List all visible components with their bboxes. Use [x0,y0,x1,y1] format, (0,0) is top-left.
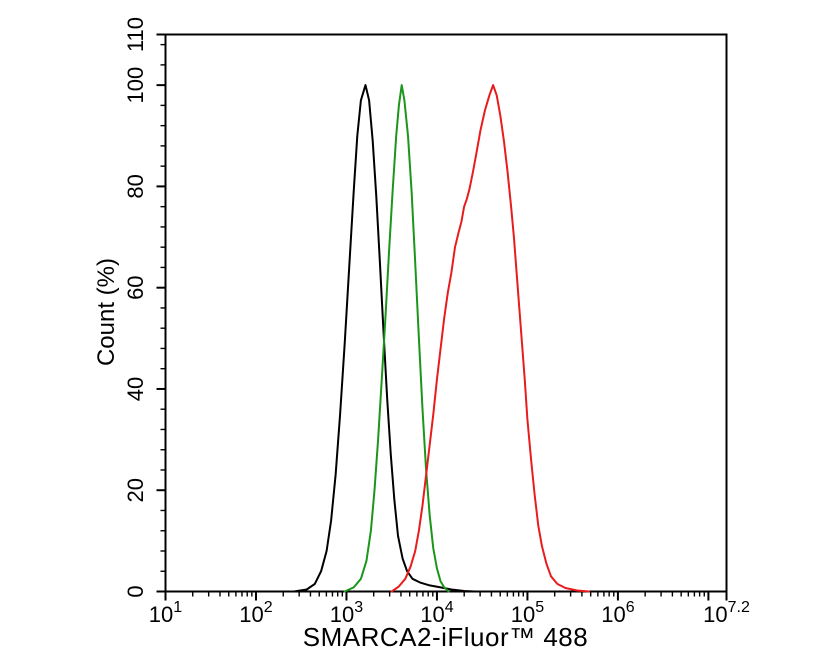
x-tick-label: 106 [601,599,634,627]
y-tick-label: 20 [123,478,148,502]
x-tick-label: 107.2 [703,599,750,627]
x-tick-label: 101 [149,599,182,627]
y-tick-label: 110 [123,17,148,52]
x-tick-label: 103 [330,599,363,627]
x-tick-label: 105 [511,599,544,627]
plot-frame [164,33,728,593]
y-tick-label: 40 [123,377,148,401]
y-axis-title: Count (%) [93,257,120,367]
curve-green [343,84,450,593]
x-axis-title: SMARCA2-iFluor™ 488 [302,622,589,652]
y-tick-label: 60 [123,275,148,299]
y-tick-label: 80 [123,174,148,198]
curve-black [293,84,476,593]
curve-red [390,84,590,593]
y-tick-label: 0 [123,585,148,597]
x-tick-label: 104 [420,599,453,627]
y-tick-label: 100 [123,67,148,104]
x-tick-label: 102 [239,599,272,627]
